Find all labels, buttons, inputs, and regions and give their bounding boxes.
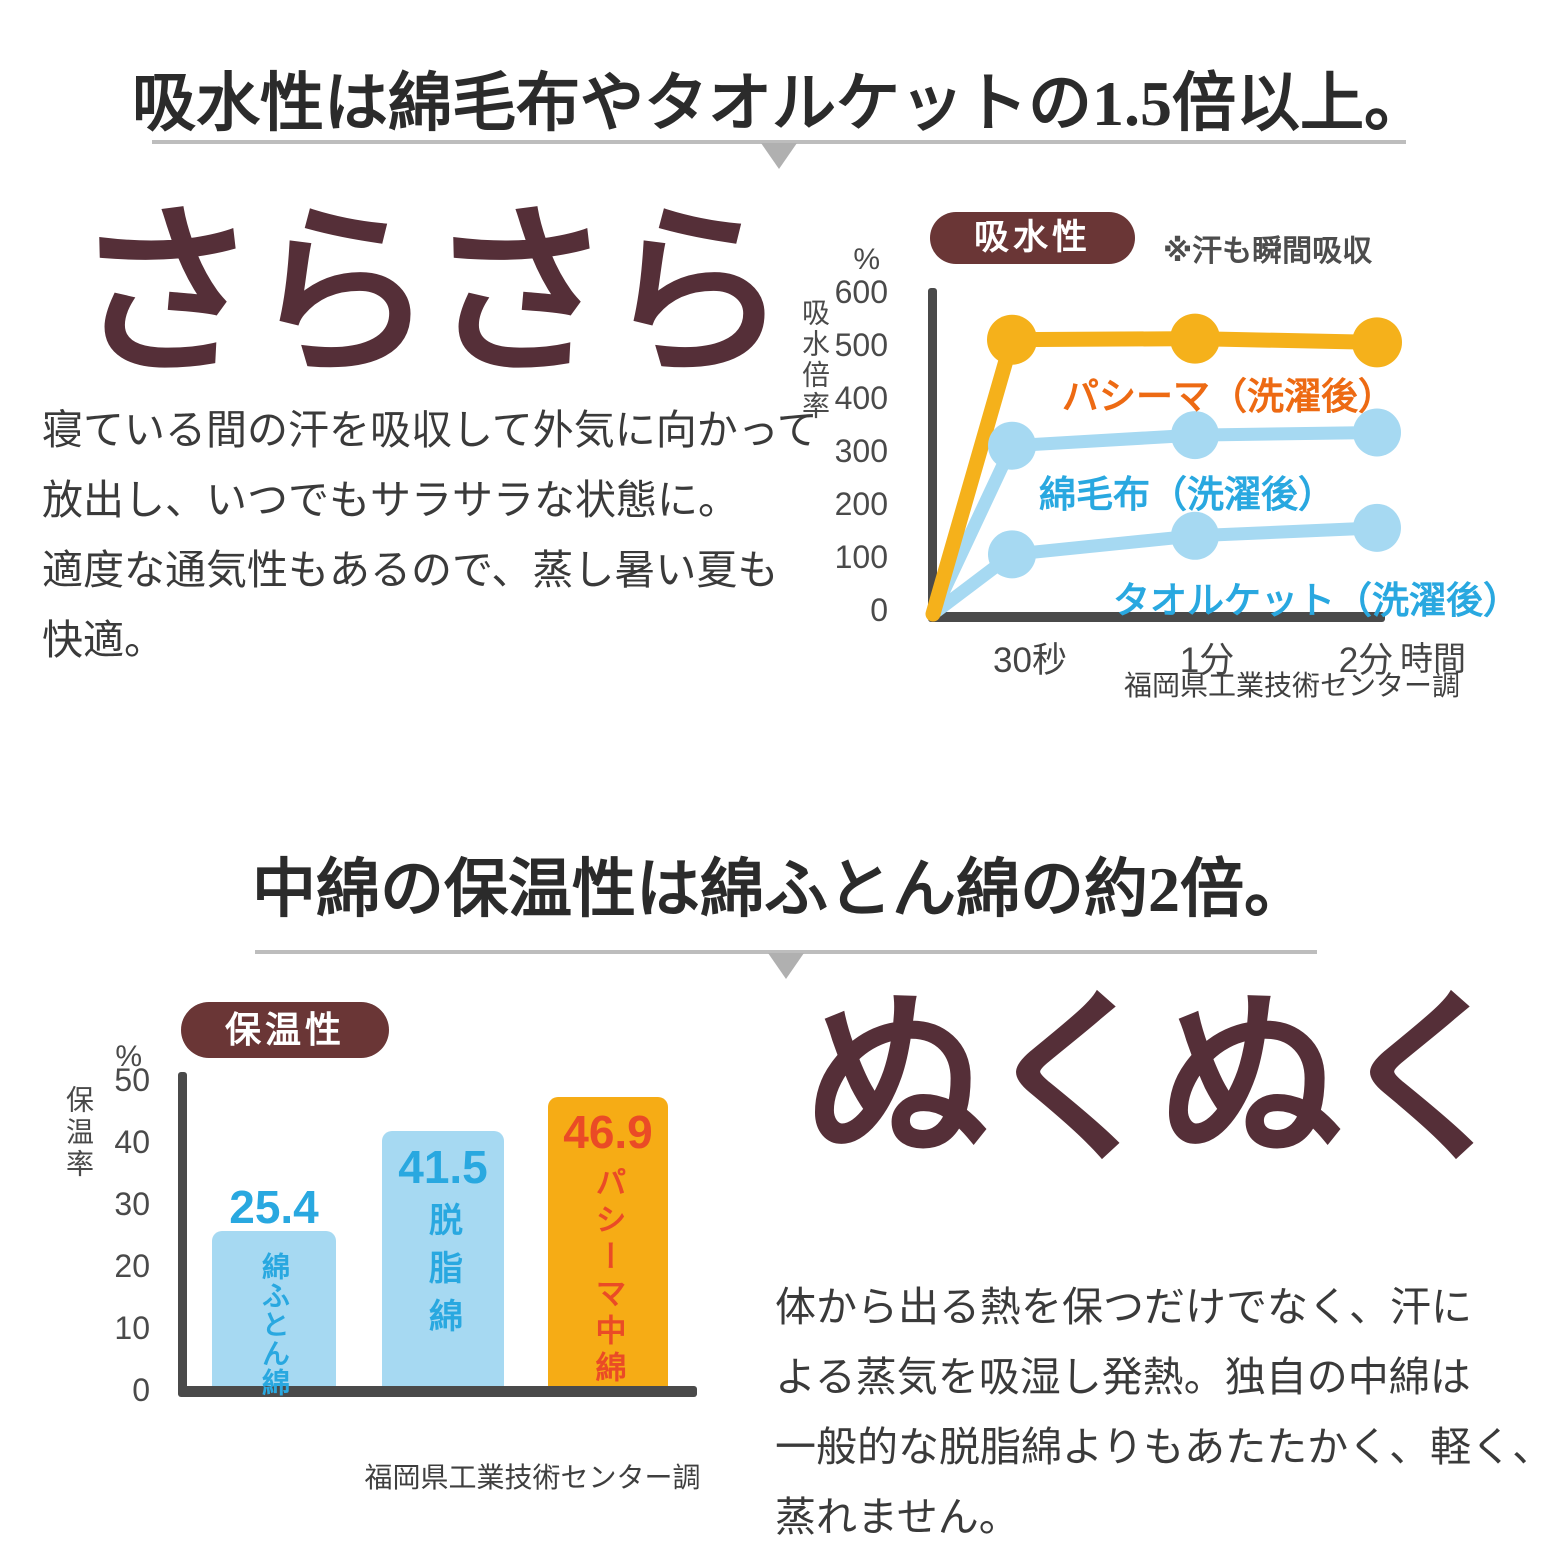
absorbency-x-axis xyxy=(928,612,1385,622)
section2-body: 体から出る熱を保つだけでなく、汗に よる蒸気を吸湿し発熱。独自の中綿は 一般的な… xyxy=(775,1284,1554,1540)
heat-retention-badge: 保温性 xyxy=(181,1002,389,1058)
absorbency-badge: 吸水性 xyxy=(930,212,1135,264)
heat-retention-y-axis xyxy=(178,1072,187,1396)
y-tick: 100 xyxy=(834,539,888,575)
section1-title: 吸水性は綿毛布やタオルケットの1.5倍以上。 xyxy=(132,68,1428,139)
heat-retention-unit-label: % xyxy=(115,1040,142,1073)
x-axis-time-label: 時間 xyxy=(1400,640,1466,677)
y-tick: 20 xyxy=(114,1248,150,1284)
y-tick: 40 xyxy=(114,1124,150,1160)
bar-value-cotton-futon: 25.4 xyxy=(229,1181,319,1233)
absorbency-line-chart xyxy=(925,270,1405,622)
bar-cotton-futon xyxy=(212,1231,336,1388)
down-arrow-icon xyxy=(761,143,797,169)
section2-divider xyxy=(255,950,1317,954)
down-arrow-icon xyxy=(768,953,804,979)
series-label-cotton-blanket: 綿毛布（洗濯後） xyxy=(1039,474,1335,515)
absorbency-note: ※汗も瞬間吸収 xyxy=(1163,235,1373,268)
absorbency-unit-label: % xyxy=(853,243,880,276)
y-tick: 0 xyxy=(132,1372,150,1408)
heat-retention-source: 福岡県工業技術センター調 xyxy=(364,1462,701,1493)
x-tick-2min: 2分 xyxy=(1338,641,1394,680)
bar-label-absorbent-cotton: 脱脂綿 xyxy=(423,1202,462,1346)
x-tick-1min: 1分 xyxy=(1179,641,1235,680)
section1-headline: さらさら xyxy=(73,191,789,397)
y-tick: 300 xyxy=(834,433,888,469)
series-label-towel-blanket: タオルケット（洗濯後） xyxy=(1113,580,1520,621)
absorbency-y-axis xyxy=(928,288,937,618)
y-tick: 600 xyxy=(834,274,888,310)
y-tick: 0 xyxy=(870,592,888,628)
y-tick: 200 xyxy=(834,486,888,522)
x-tick-30s: 30秒 xyxy=(993,641,1067,680)
heat-retention-y-axis-label: 保温率 xyxy=(63,1085,94,1181)
bar-absorbent-cotton xyxy=(382,1131,504,1388)
bar-value-pasima-padding: 46.9 xyxy=(563,1106,653,1158)
section2-title: 中綿の保温性は綿ふとん綿の約2倍。 xyxy=(252,854,1308,925)
y-tick: 500 xyxy=(834,327,888,363)
bar-label-pasima-padding: パシーマ中綿 xyxy=(590,1166,626,1388)
section2-headline: ぬくぬく xyxy=(804,977,1520,1183)
absorbency-y-axis-label: 吸水倍率 xyxy=(799,298,830,422)
y-tick: 30 xyxy=(114,1186,150,1222)
series-label-pasima: パシーマ（洗濯後） xyxy=(1062,376,1395,417)
bar-value-absorbent-cotton: 41.5 xyxy=(398,1141,488,1193)
y-tick: 50 xyxy=(114,1062,150,1098)
section1-divider xyxy=(152,140,1406,144)
bar-pasima-padding xyxy=(548,1097,668,1388)
y-tick: 10 xyxy=(114,1310,150,1346)
bar-label-cotton-futon: 綿ふとん綿 xyxy=(259,1252,290,1397)
heat-retention-x-axis xyxy=(178,1386,697,1397)
y-tick: 400 xyxy=(834,380,888,416)
section1-body: 寝ている間の汗を吸収して外気に向かって 放出し、いつでもサラサラな状態に。 適度… xyxy=(42,407,818,663)
absorbency-source: 福岡県工業技術センター調 xyxy=(1123,670,1460,701)
